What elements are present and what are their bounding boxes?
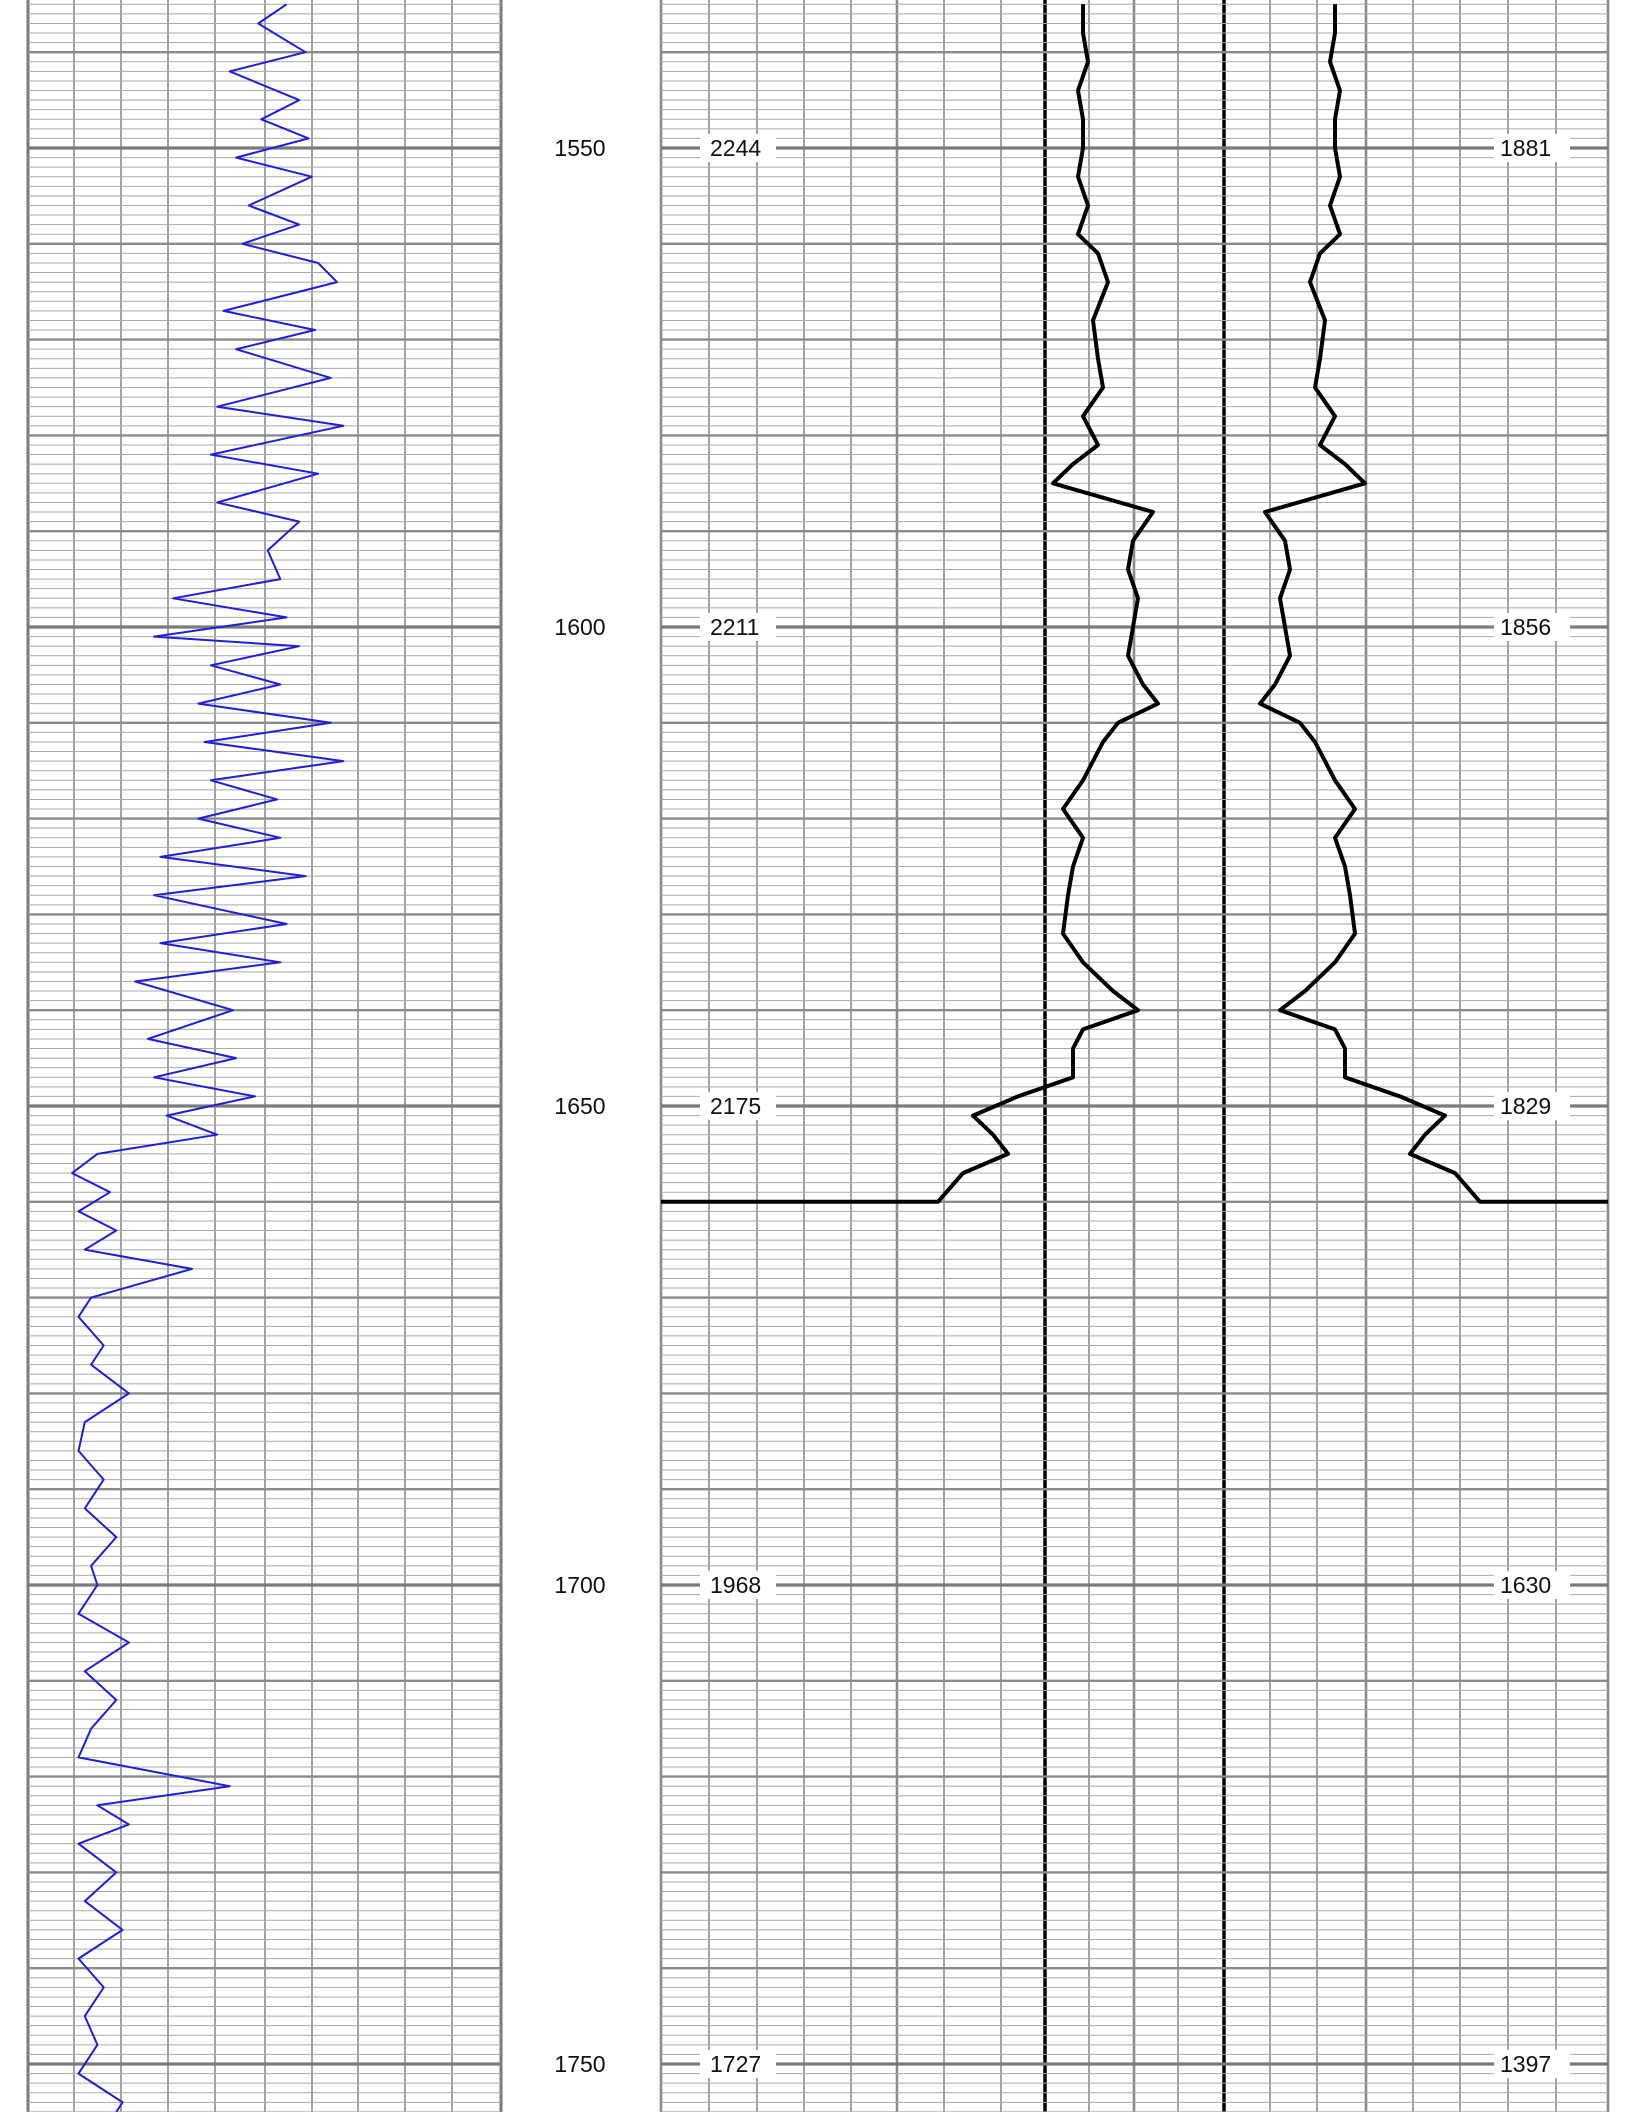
label-bg <box>700 1092 776 1120</box>
right-value-label: 1881 <box>1500 135 1551 161</box>
left-value-label: 1727 <box>710 2051 761 2077</box>
label-bg <box>1494 613 1570 641</box>
label-bg <box>700 134 776 162</box>
depth-tick-label: 1550 <box>554 135 605 161</box>
chart-grid <box>26 0 1610 2112</box>
depth-labels: 1550 1600 1650 1700 1750 2244 1881 2211 1856 2175… <box>554 134 1570 2078</box>
left-value-label: 2175 <box>710 1093 761 1119</box>
label-bg <box>700 1571 776 1599</box>
right-log-curve <box>1258 4 1608 1204</box>
depth-tick-label: 1650 <box>554 1093 605 1119</box>
left-value-label: 2211 <box>710 614 759 640</box>
depth-tick-label: 1750 <box>554 2051 605 2077</box>
left-value-label: 1968 <box>710 1572 761 1598</box>
label-bg <box>1494 1571 1570 1599</box>
label-bg <box>1494 2050 1570 2078</box>
left-value-label: 2244 <box>710 135 761 161</box>
right-value-label: 1829 <box>1500 1093 1551 1119</box>
depth-tick-label: 1600 <box>554 614 605 640</box>
depth-tick-label: 1700 <box>554 1572 605 1598</box>
label-bg <box>1494 134 1570 162</box>
left-log-curve <box>661 4 1160 1204</box>
log-curves <box>71 3 1608 2112</box>
right-value-label: 1630 <box>1500 1572 1551 1598</box>
label-bg <box>700 613 776 641</box>
right-value-label: 1856 <box>1500 614 1551 640</box>
gamma-ray-curve <box>71 3 345 2112</box>
label-bg <box>1494 1092 1570 1120</box>
right-value-label: 1397 <box>1500 2051 1551 2077</box>
label-bg <box>700 2050 776 2078</box>
